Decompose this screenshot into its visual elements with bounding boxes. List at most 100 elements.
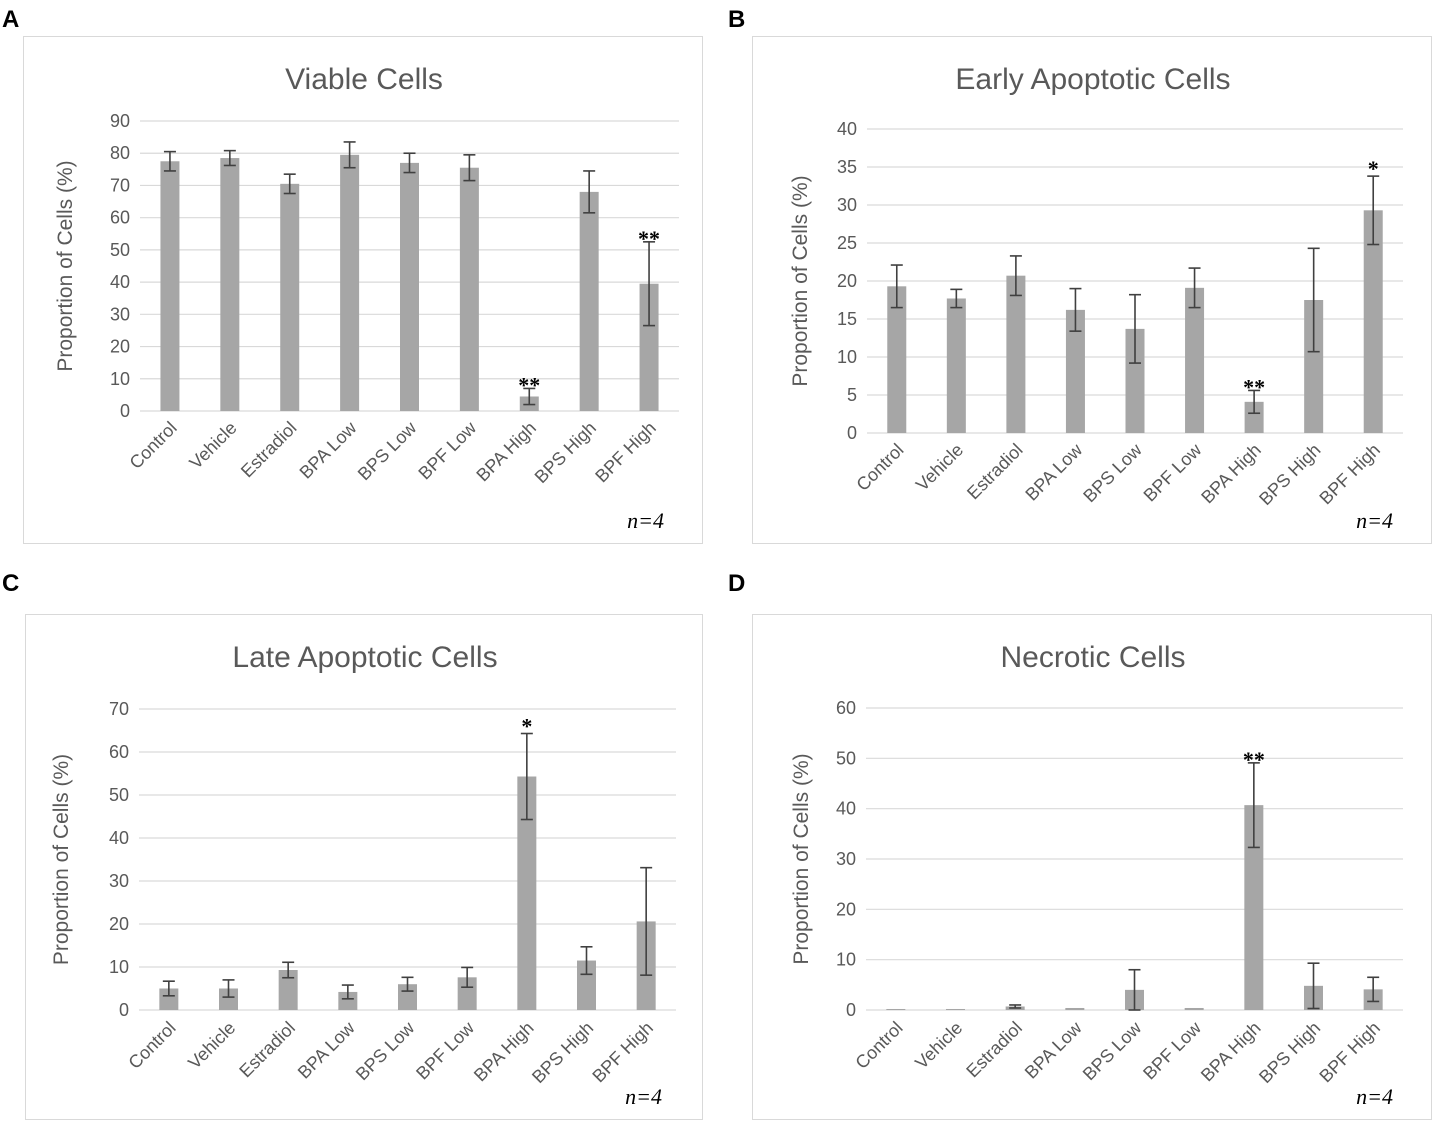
y-axis-label: Proportion of Cells (%) — [54, 160, 77, 371]
bar — [400, 162, 419, 411]
bar — [219, 988, 238, 1010]
y-tick-label: 25 — [837, 233, 857, 253]
x-tick-label: BPS Low — [1079, 1017, 1146, 1084]
y-tick-label: 10 — [109, 957, 129, 977]
x-tick-label: BPF Low — [1140, 439, 1206, 505]
x-tick-label: BPS High — [1255, 1018, 1324, 1087]
bar — [1244, 805, 1264, 1010]
bar — [159, 988, 179, 1010]
bar — [579, 191, 599, 411]
significance-marker: ** — [518, 372, 540, 397]
x-tick-label: BPA High — [472, 418, 540, 486]
x-tick-label: Control — [851, 1018, 906, 1073]
chart-panel-necrotic: Necrotic Cells 0 10 20 30 40 50 60 Proportion of… — [752, 614, 1432, 1120]
panel-letter-c: C — [2, 570, 20, 597]
y-tick-label: 5 — [847, 385, 857, 405]
early-apoptotic-cells-chart: Early Apoptotic Cells 0 5 10 15 20 25 30 35 40 Pro… — [789, 63, 1403, 533]
x-tick-label: Control — [124, 1018, 179, 1073]
y-tick-label: 60 — [836, 698, 856, 718]
x-tick-label: BPS High — [1255, 440, 1324, 509]
x-tick-label: BPS Low — [1079, 439, 1146, 506]
x-tick-label: Estradiol — [235, 1018, 299, 1082]
x-tick-label: BPA High — [470, 1018, 538, 1086]
y-tick-label: 10 — [836, 950, 856, 970]
chart-panel-early-apoptotic: Early Apoptotic Cells 0 5 10 15 20 25 30 35 40 Pro… — [752, 36, 1432, 544]
y-tick-label: 40 — [110, 272, 130, 292]
significance-marker: ** — [638, 226, 660, 251]
x-tick-label: Estradiol — [962, 1018, 1026, 1082]
bar — [639, 283, 659, 411]
y-tick-label: 35 — [837, 157, 857, 177]
bar — [1363, 210, 1383, 433]
x-tick-label: Vehicle — [911, 1018, 966, 1073]
chart-title: Necrotic Cells — [1000, 641, 1185, 674]
bar — [517, 776, 537, 1010]
significance-marker: * — [1368, 156, 1379, 181]
y-tick-label: 20 — [836, 899, 856, 919]
chart-title: Viable Cells — [285, 63, 443, 96]
x-tick-label: BPF High — [588, 1018, 657, 1087]
significance-marker: * — [521, 714, 532, 739]
significance-marker: ** — [1243, 374, 1265, 399]
panel-letter-b: B — [728, 6, 746, 33]
y-tick-label: 40 — [836, 799, 856, 819]
y-tick-label: 50 — [109, 785, 129, 805]
y-tick-label: 0 — [847, 423, 857, 443]
y-tick-label: 30 — [836, 849, 856, 869]
bar — [1304, 300, 1324, 433]
y-tick-label: 70 — [110, 175, 130, 195]
y-tick-label: 50 — [110, 240, 130, 260]
y-tick-label: 10 — [110, 369, 130, 389]
x-tick-label: BPA High — [1197, 1018, 1265, 1086]
bar — [1185, 287, 1205, 433]
panel-letter-a: A — [2, 6, 20, 33]
chart-title: Early Apoptotic Cells — [955, 63, 1230, 96]
y-tick-label: 20 — [110, 337, 130, 357]
x-tick-label: BPS Low — [352, 1017, 419, 1084]
x-tick-label: Estradiol — [237, 418, 301, 482]
bar — [577, 960, 596, 1010]
x-tick-label: BPF High — [591, 418, 660, 487]
bar — [1184, 1007, 1204, 1010]
bar — [1244, 401, 1264, 433]
bar — [1065, 1007, 1085, 1010]
bar — [887, 286, 907, 433]
x-tick-label: BPS High — [528, 1018, 597, 1087]
sample-size-note: n=4 — [627, 508, 664, 533]
bar — [340, 154, 360, 411]
chart-panel-late-apoptotic: Late Apoptotic Cells 0 10 20 30 40 50 60 70 Propo… — [25, 614, 703, 1120]
sample-size-note: n=4 — [1356, 508, 1393, 533]
x-tick-label: BPA Low — [294, 1017, 360, 1083]
y-tick-label: 60 — [109, 742, 129, 762]
y-tick-label: 70 — [109, 699, 129, 719]
x-tick-label: BPS Low — [354, 417, 421, 484]
bar — [280, 183, 300, 411]
y-tick-label: 30 — [110, 304, 130, 324]
y-tick-label: 20 — [837, 271, 857, 291]
bar — [338, 991, 358, 1010]
x-tick-label: BPF High — [1315, 1018, 1384, 1087]
x-tick-label: Vehicle — [185, 418, 240, 473]
y-tick-label: 30 — [837, 195, 857, 215]
significance-marker: ** — [1243, 747, 1265, 772]
y-tick-label: 0 — [846, 1000, 856, 1020]
chart-title: Late Apoptotic Cells — [232, 641, 497, 674]
x-tick-label: BPS High — [531, 418, 600, 487]
bar — [160, 161, 180, 411]
y-tick-label: 40 — [837, 119, 857, 139]
bar — [946, 1008, 965, 1010]
necrotic-cells-chart: Necrotic Cells 0 10 20 30 40 50 60 Proportion of… — [790, 641, 1403, 1109]
y-tick-label: 10 — [837, 347, 857, 367]
y-tick-label: 60 — [110, 208, 130, 228]
x-tick-label: Control — [126, 418, 181, 473]
bar — [459, 167, 479, 411]
y-tick-label: 20 — [109, 914, 129, 934]
x-tick-label: BPA Low — [296, 417, 362, 483]
y-tick-label: 0 — [119, 1000, 129, 1020]
y-tick-label: 50 — [836, 748, 856, 768]
sample-size-note: n=4 — [1356, 1084, 1393, 1109]
y-tick-label: 90 — [110, 111, 130, 131]
x-tick-label: BPF Low — [1139, 1017, 1205, 1083]
y-tick-label: 80 — [110, 143, 130, 163]
x-tick-label: BPA Low — [1021, 439, 1087, 505]
